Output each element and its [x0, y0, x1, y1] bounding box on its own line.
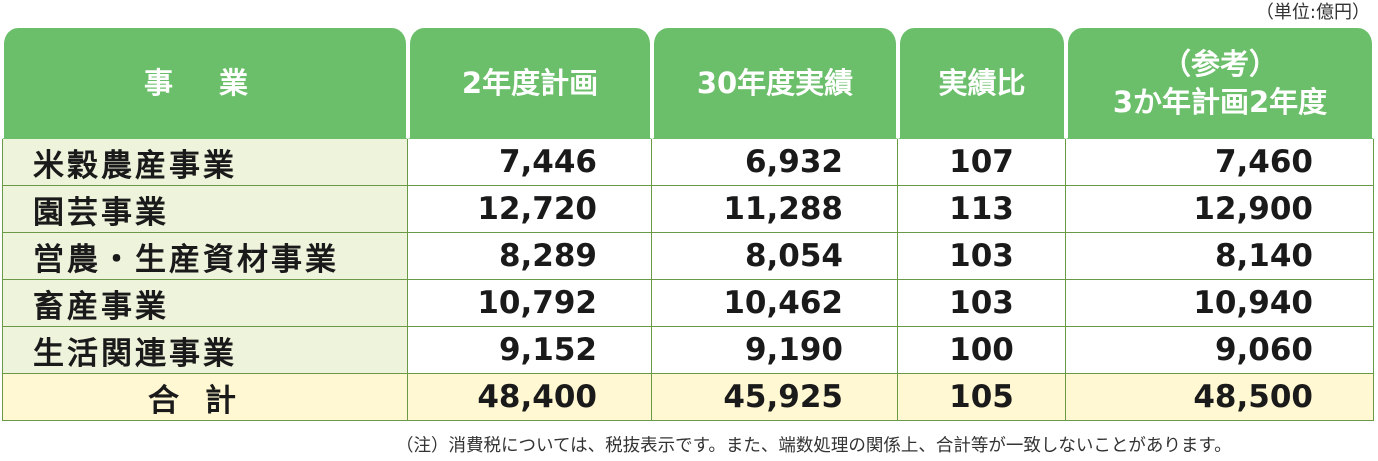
row-reference-value: 10,940: [1066, 280, 1374, 327]
row-actual-value: 9,190: [652, 327, 898, 374]
total-actual-value: 45,925: [652, 374, 898, 421]
row-reference-value: 7,460: [1066, 139, 1374, 186]
row-business-name: 園芸事業: [2, 186, 408, 233]
row-ratio-value: 113: [898, 186, 1066, 233]
total-row: 合計 48,400 45,925 105 48,500: [2, 374, 1374, 421]
total-ratio-value: 105: [898, 374, 1066, 421]
total-plan-value: 48,400: [408, 374, 652, 421]
table-row: 生活関連事業 9,152 9,190 100 9,060: [2, 327, 1374, 374]
row-plan-value: 7,446: [408, 139, 652, 186]
row-ratio-value: 103: [898, 233, 1066, 280]
footnote: （注）消費税については、税抜表示です。また、端数処理の関係上、合計等が一致しない…: [396, 436, 1232, 456]
row-actual-value: 8,054: [652, 233, 898, 280]
total-label: 合計: [2, 374, 408, 421]
table-row: 営農・生産資材事業 8,289 8,054 103 8,140: [2, 233, 1374, 280]
row-actual-value: 10,462: [652, 280, 898, 327]
row-plan-value: 8,289: [408, 233, 652, 280]
row-business-name: 米穀農産事業: [2, 139, 408, 186]
table-row: 園芸事業 12,720 11,288 113 12,900: [2, 186, 1374, 233]
row-plan-value: 10,792: [408, 280, 652, 327]
row-reference-value: 9,060: [1066, 327, 1374, 374]
row-reference-value: 12,900: [1066, 186, 1374, 233]
header-reference-line2: 3か年計画2年度: [1112, 85, 1328, 119]
row-ratio-value: 107: [898, 139, 1066, 186]
header-business: 事 業: [2, 28, 408, 139]
row-actual-value: 11,288: [652, 186, 898, 233]
row-actual-value: 6,932: [652, 139, 898, 186]
header-actual-30: 30年度実績: [652, 28, 898, 139]
header-ratio: 実績比: [898, 28, 1066, 139]
header-reference-line1: （参考）: [1161, 47, 1278, 81]
table-row: 畜産事業 10,792 10,462 103 10,940: [2, 280, 1374, 327]
row-ratio-value: 100: [898, 327, 1066, 374]
row-business-name: 生活関連事業: [2, 327, 408, 374]
unit-label: （単位:億円）: [1255, 2, 1370, 23]
row-business-name: 畜産事業: [2, 280, 408, 327]
row-ratio-value: 103: [898, 280, 1066, 327]
business-plan-table: 事 業 2年度計画 30年度実績 実績比 （参考） 3か年計画2年度 米穀農産事…: [2, 28, 1374, 421]
row-plan-value: 9,152: [408, 327, 652, 374]
row-plan-value: 12,720: [408, 186, 652, 233]
table-row: 米穀農産事業 7,446 6,932 107 7,460: [2, 139, 1374, 186]
table-header-row: 事 業 2年度計画 30年度実績 実績比 （参考） 3か年計画2年度: [2, 28, 1374, 139]
header-reference: （参考） 3か年計画2年度: [1066, 28, 1374, 139]
total-reference-value: 48,500: [1066, 374, 1374, 421]
header-plan-2: 2年度計画: [408, 28, 652, 139]
row-reference-value: 8,140: [1066, 233, 1374, 280]
row-business-name: 営農・生産資材事業: [2, 233, 408, 280]
